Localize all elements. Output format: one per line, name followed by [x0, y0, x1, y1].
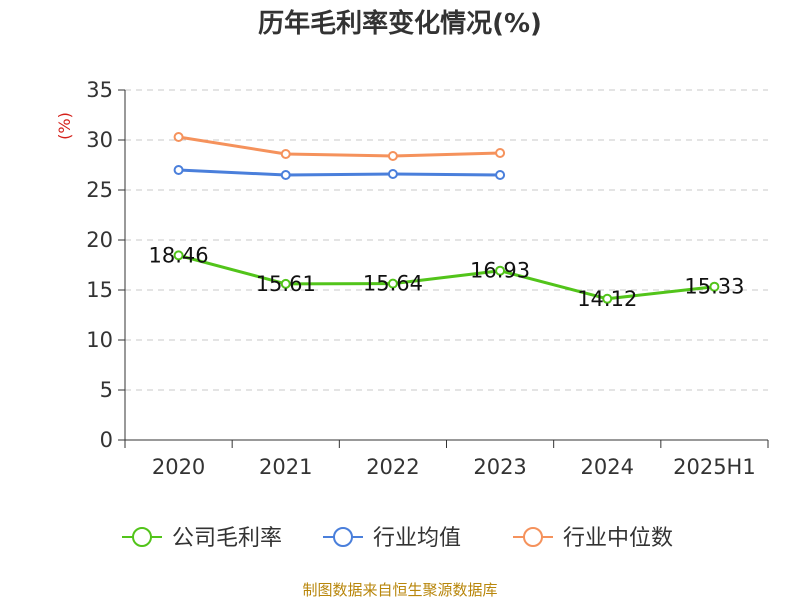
x-tick-label: 2025H1 [673, 455, 756, 479]
legend-marker-icon [132, 527, 152, 547]
legend-label: 公司毛利率 [172, 526, 282, 551]
series-line [177, 168, 502, 177]
data-label: 18.46 [149, 243, 209, 267]
data-point-marker [495, 265, 506, 276]
data-point-marker [173, 132, 184, 142]
grid-lines [125, 89, 768, 391]
series-line [177, 253, 716, 301]
y-tick-label: 0 [100, 428, 113, 452]
data-point-marker [602, 293, 613, 304]
legend-label: 行业均值 [373, 526, 461, 551]
data-label: 15.33 [684, 275, 744, 299]
data-point-marker [387, 151, 398, 161]
data-point-marker [495, 170, 506, 180]
data-label: 16.93 [470, 259, 530, 283]
legend-marker-icon [333, 527, 353, 547]
data-point-marker [387, 169, 398, 179]
data-label: 14.12 [577, 287, 637, 311]
y-tick-label: 15 [86, 278, 113, 302]
data-label: 15.61 [256, 272, 316, 296]
data-labels: 18.46 15.61 15.64 16.93 14.12 15.33 [149, 243, 745, 310]
x-tick-label: 2024 [581, 455, 634, 479]
legend-marker-icon [523, 527, 543, 547]
y-tick-label: 10 [86, 328, 113, 352]
data-point-marker [495, 148, 506, 158]
x-tick-label: 2022 [366, 455, 419, 479]
chart-title: 历年毛利率变化情况(%) [258, 8, 542, 39]
y-tick-label: 35 [86, 78, 113, 102]
data-point-marker [280, 278, 291, 289]
y-tick-label: 5 [100, 378, 113, 402]
data-point-marker [387, 278, 398, 289]
series-line [177, 135, 502, 158]
data-label: 15.64 [363, 272, 423, 296]
data-point-marker [709, 281, 720, 292]
data-point-marker [280, 149, 291, 159]
y-axis-unit-label: (%) [55, 112, 74, 140]
legend: 公司毛利率 行业均值 行业中位数 [122, 526, 673, 551]
x-tick-label: 2021 [259, 455, 312, 479]
x-tick-label: 2020 [152, 455, 205, 479]
axes: 0 5 10 15 20 25 30 35 2020 2021 2022 2023 2024 2025H1 [86, 78, 769, 479]
y-tick-label: 30 [86, 128, 113, 152]
data-point-marker [173, 250, 184, 261]
legend-label: 行业中位数 [563, 526, 673, 551]
y-tick-label: 25 [86, 178, 113, 202]
data-point-marker [280, 170, 291, 180]
data-point-marker [173, 165, 184, 175]
x-tick-label: 2023 [473, 455, 526, 479]
series-lines [173, 132, 720, 304]
y-tick-label: 20 [86, 228, 113, 252]
source-note: 制图数据来自恒生聚源数据库 [302, 581, 497, 599]
